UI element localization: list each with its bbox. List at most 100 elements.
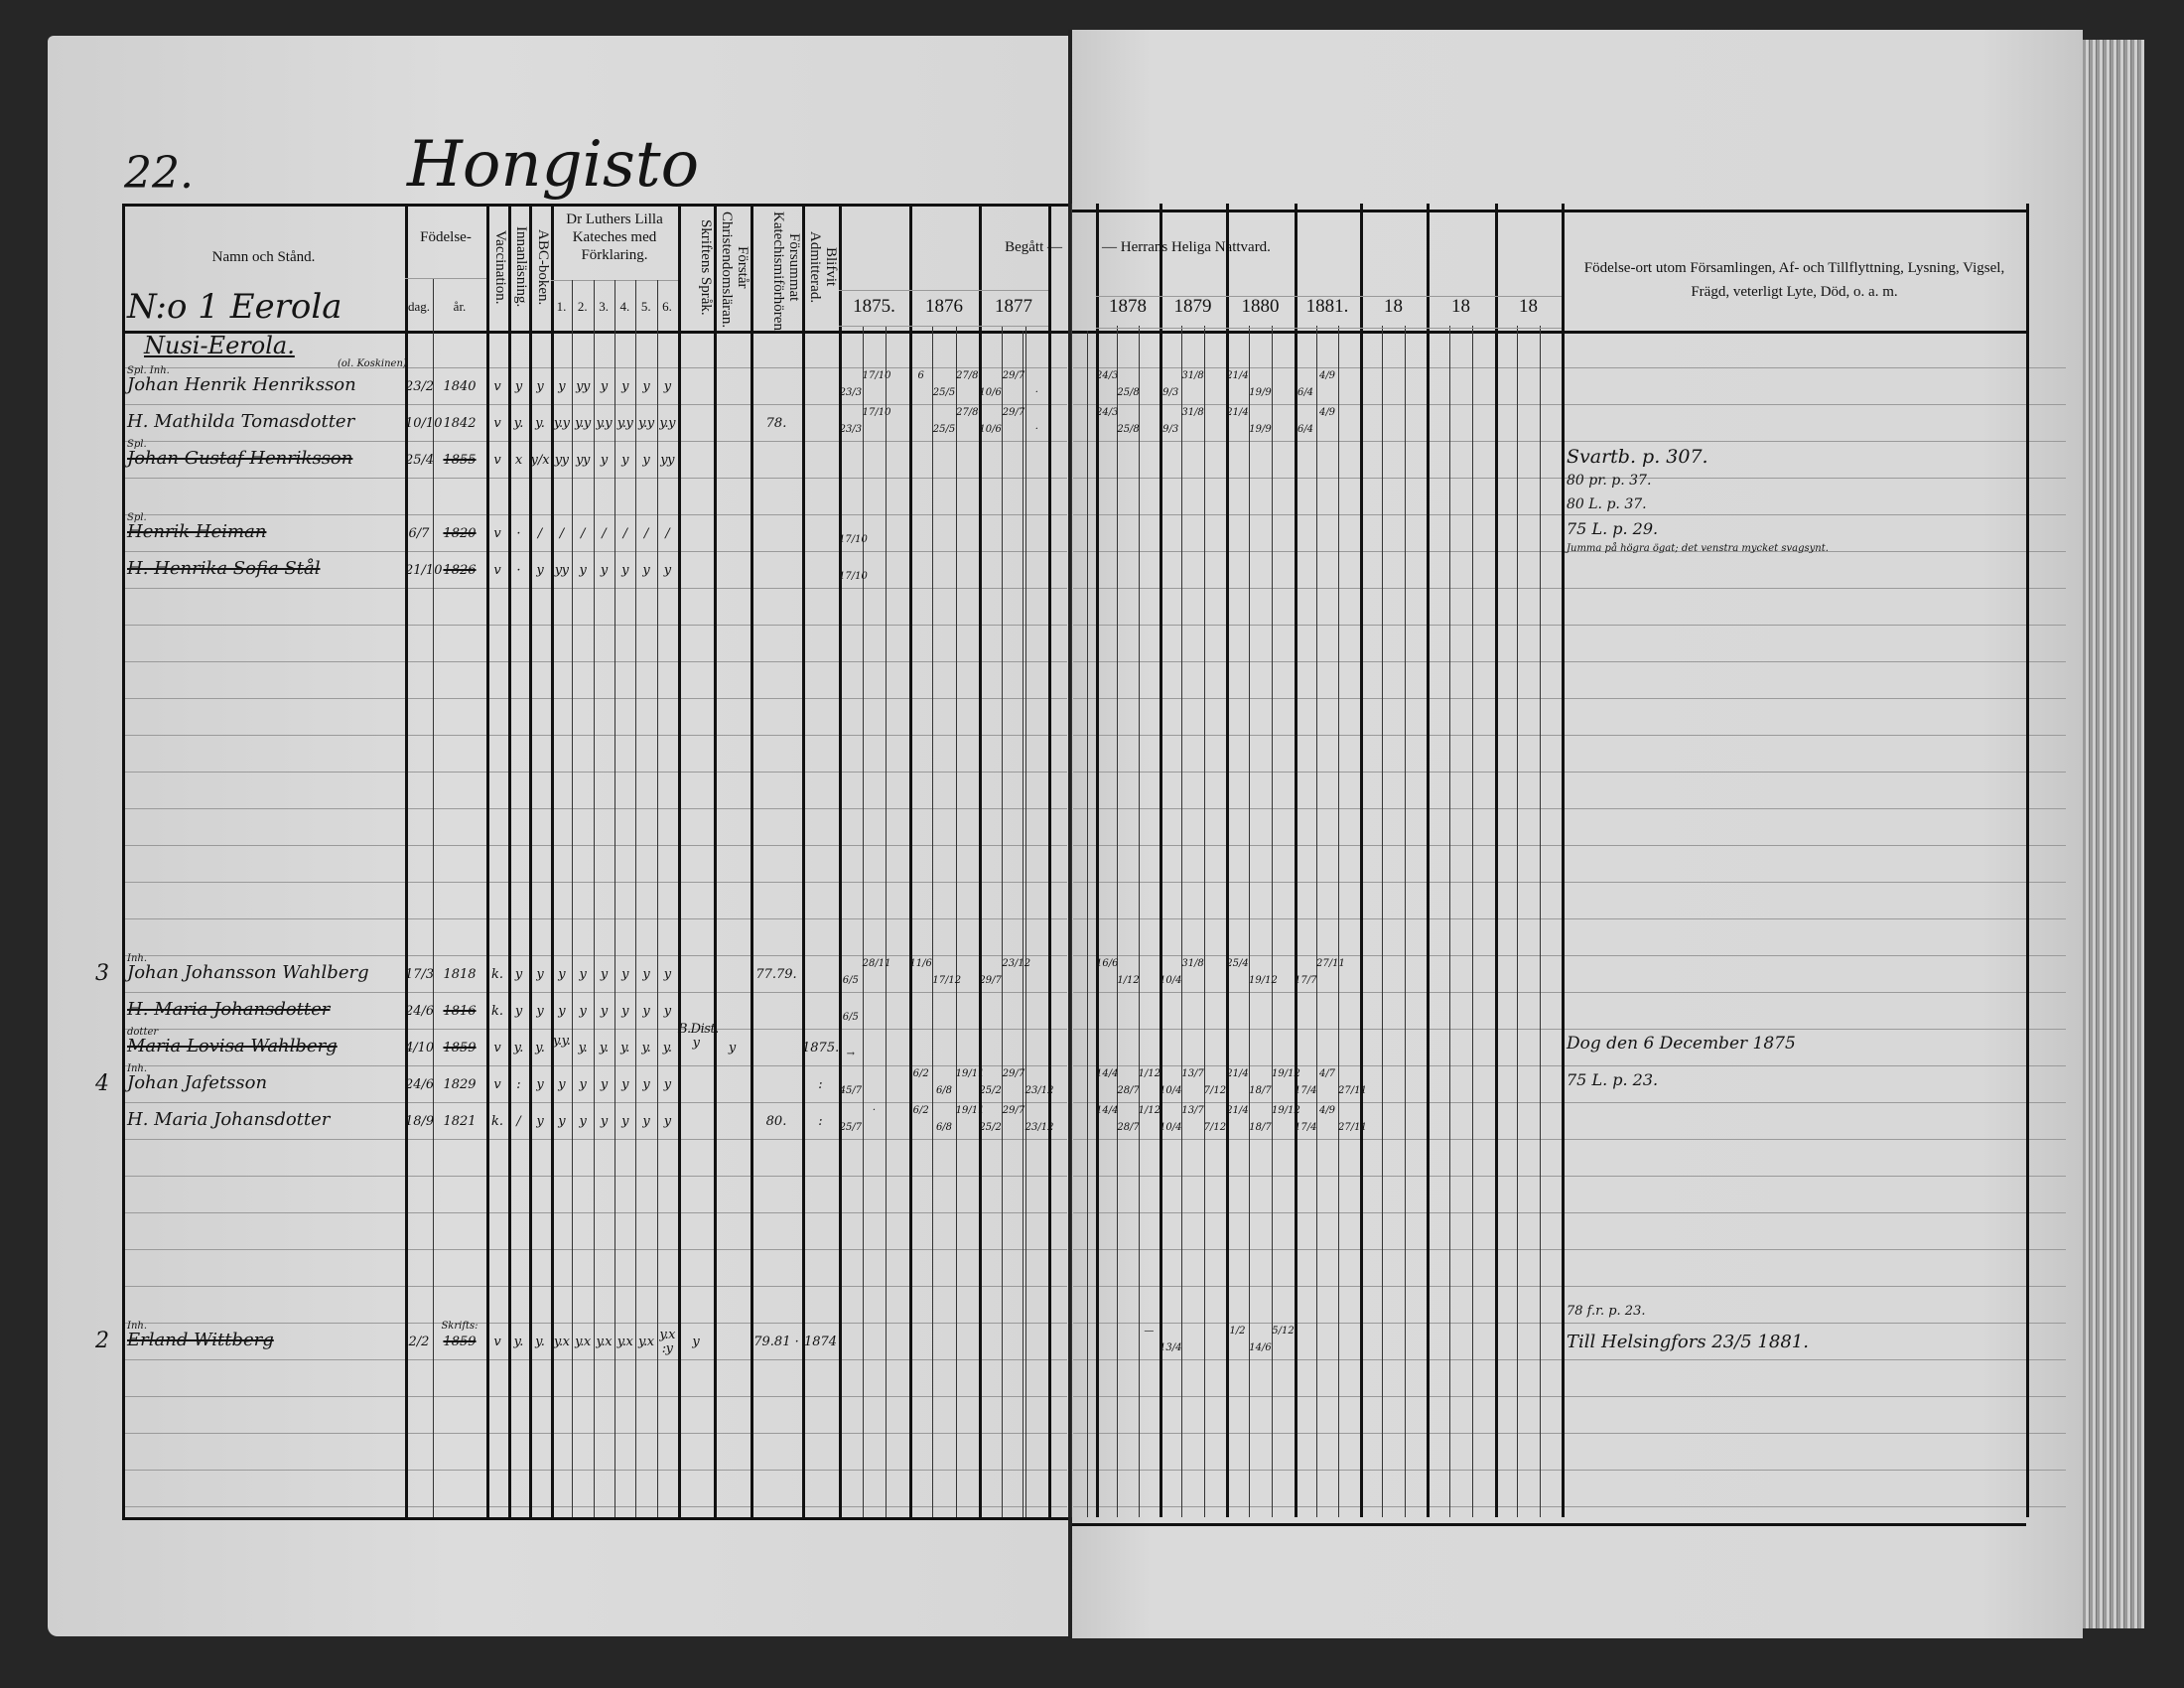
catechism-mark: y.x [553, 1335, 570, 1349]
catechism-mark: y [600, 1114, 608, 1129]
abc-mark: / [537, 526, 543, 541]
header-year: 1875. [853, 296, 895, 317]
catechism-mark: y [621, 967, 628, 982]
catechism-mark: y [642, 379, 650, 394]
row-rule [124, 441, 1067, 442]
row-rule [839, 326, 1048, 327]
header-communion-right: — Herrans Heliga Nattvard. [1102, 239, 1271, 255]
row-rule [124, 1506, 1067, 1507]
birth-day: 4/10 [405, 1041, 435, 1055]
entry-title-note: Spl. [127, 512, 147, 523]
catechism-mark: y. [662, 1041, 672, 1055]
communion-date: 31/8 [1181, 370, 1204, 381]
abc-mark: y/x [530, 453, 550, 468]
row-rule [122, 204, 1068, 207]
catechism-mark: y.x [596, 1335, 613, 1349]
header-catechism-part: 6. [662, 299, 672, 314]
person-name: Johan Gustaf Henriksson [127, 448, 353, 469]
column-rule [1138, 326, 1140, 1517]
column-rule [433, 278, 434, 1517]
person-name: Johan Johansson Wahlberg [127, 962, 369, 983]
row-rule [1073, 1029, 2066, 1030]
catechism-mark: y. [599, 1041, 609, 1055]
communion-date: 29/7 [1002, 1105, 1025, 1116]
header-birth-year: år. [453, 299, 467, 314]
communion-date: 10/6 [979, 387, 1002, 398]
person-name: Maria Lovisa Wahlberg [127, 1036, 338, 1056]
column-rule [932, 326, 934, 1517]
column-rule [551, 204, 554, 1517]
reading-mark: / [516, 1114, 521, 1129]
communion-date: 1/12 [1117, 975, 1140, 986]
reading-mark: · [516, 563, 521, 578]
row-rule [1073, 1286, 2066, 1287]
header-scripture: Skriftens Språk. [698, 218, 714, 316]
reading-mark: y. [513, 416, 524, 431]
row-rule [1073, 1323, 2066, 1324]
reading-mark: : [516, 1077, 521, 1092]
row-rule [1073, 808, 2066, 809]
communion-date: 17/7 [1295, 975, 1317, 986]
catechism-mark: y [558, 379, 566, 394]
remark-note: 78 f.r. p. 23. [1567, 1303, 1646, 1319]
row-rule [839, 290, 1048, 291]
communion-date: 21/4 [1226, 370, 1249, 381]
vaccination-mark: v [493, 1041, 501, 1055]
birth-day: 24/6 [405, 1004, 435, 1019]
communion-date: 17/10 [862, 407, 891, 418]
row-rule [124, 551, 1067, 552]
communion-date: 13/7 [1181, 1068, 1204, 1079]
row-rule [1073, 551, 2066, 552]
vaccination-mark: k. [490, 1114, 503, 1129]
column-rule [714, 204, 717, 1517]
admitted-year: 1874 [803, 1335, 838, 1349]
communion-date: 13/7 [1181, 1105, 1204, 1116]
row-rule [1072, 331, 2026, 334]
catechism-mark: y [621, 453, 628, 468]
catechism-mark: y [558, 1114, 566, 1129]
catechism-mark: y [579, 563, 587, 578]
column-rule [656, 280, 658, 1517]
vaccination-mark: v [493, 1077, 501, 1092]
column-rule [1427, 204, 1430, 1517]
row-rule [124, 735, 1067, 736]
birth-day: 23/2 [405, 379, 435, 394]
row-rule [124, 1176, 1067, 1177]
reading-mark: y. [513, 1335, 524, 1349]
communion-date: 29/7 [1002, 370, 1025, 381]
communion-date: 19/12 [1272, 1105, 1300, 1116]
column-rule [1023, 331, 1024, 1517]
row-rule [1073, 992, 2066, 993]
row-rule [1073, 1249, 2066, 1250]
birth-year: 1855 [443, 453, 477, 468]
column-rule [1316, 326, 1317, 1517]
catechism-mark: y [600, 967, 608, 982]
column-rule [1071, 204, 1072, 1517]
catechism-mark: y.x :y [659, 1328, 675, 1356]
entry-title-note: dotter [127, 1027, 159, 1038]
missed-note: 77.79. [755, 967, 797, 982]
catechism-mark: y [642, 967, 650, 982]
communion-date: 23/12 [1024, 1085, 1054, 1096]
catechism-mark: y [642, 1004, 650, 1019]
communion-date: 17/10 [839, 571, 868, 582]
catechism-mark: y [642, 453, 650, 468]
header-catechism: Dr Luthers Lilla Kateches med Förklaring… [566, 211, 663, 263]
row-rule [124, 1359, 1067, 1360]
communion-date: 27/11 [1338, 1085, 1367, 1096]
margin-number: 3 [95, 961, 109, 986]
row-rule [124, 1139, 1067, 1140]
row-rule [405, 278, 486, 279]
catechism-mark: y [600, 1077, 608, 1092]
column-rule [1087, 331, 1088, 1517]
missed-note: 78. [765, 416, 787, 431]
row-rule [124, 992, 1067, 993]
column-rule [1272, 326, 1273, 1517]
communion-date: 4/9 [1318, 1105, 1336, 1116]
row-rule [1073, 1433, 2066, 1434]
column-rule [1539, 326, 1541, 1517]
catechism-mark: yy [660, 453, 674, 468]
communion-date: 31/8 [1181, 407, 1204, 418]
column-rule [909, 204, 912, 1517]
remark-note: Jumma på högra ögat; det venstra mycket … [1567, 542, 1829, 554]
